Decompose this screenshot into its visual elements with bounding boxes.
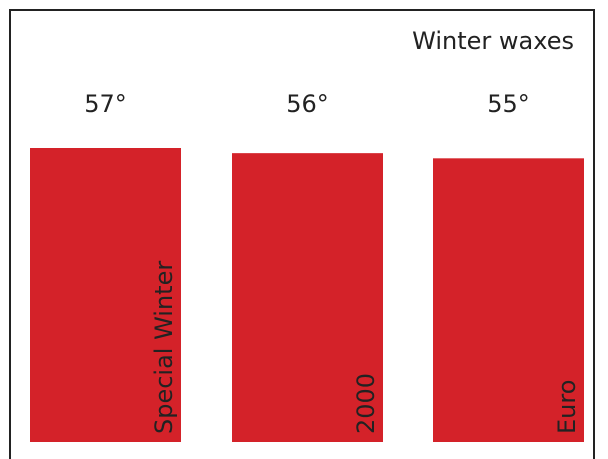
bar-label-1: Special Winter [150,261,178,434]
bar-label-2: 2000 [352,373,380,434]
chart-title: Winter waxes [412,27,574,55]
bar-labels-group: Special Winter 2000 Euro [150,261,581,434]
bar-1 [30,148,181,442]
value-label-1: 57° [84,90,127,118]
bars-group [30,148,584,442]
value-label-2: 56° [286,90,329,118]
bar-label-3: Euro [553,380,581,434]
bar-2 [232,153,383,442]
value-label-3: 55° [487,90,530,118]
value-labels-group: 57° 56° 55° [84,90,530,118]
bar-3 [433,158,584,442]
